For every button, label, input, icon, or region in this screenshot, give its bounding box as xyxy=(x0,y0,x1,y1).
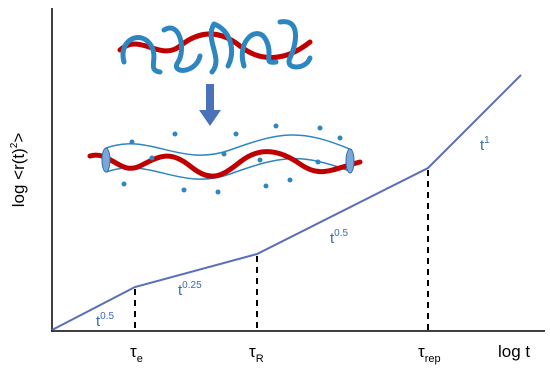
tick-sub: e xyxy=(137,353,143,365)
slope-sup: 0.5 xyxy=(334,228,348,239)
slope-base: t xyxy=(480,137,485,154)
tick-sub: rep xyxy=(425,353,441,365)
label-sup: 2 xyxy=(9,142,20,148)
blue-chain xyxy=(239,31,279,69)
blue-chain xyxy=(277,19,313,70)
crossover-markers xyxy=(134,170,429,331)
slope-base: t xyxy=(330,230,335,247)
tick-base: τ xyxy=(418,342,425,361)
obstacles xyxy=(121,123,343,195)
slope-base: t xyxy=(178,282,183,299)
blue-chain xyxy=(208,21,234,75)
slope-label: t1 xyxy=(480,135,490,154)
red-chain xyxy=(87,149,363,179)
slope-sup: 1 xyxy=(484,135,490,146)
label-text: > xyxy=(9,133,28,143)
slope-label: t0.25 xyxy=(178,280,202,299)
arrow-shaft xyxy=(206,84,214,112)
slope-label: t0.5 xyxy=(96,311,115,330)
arrow xyxy=(199,84,221,126)
label-text: log <r(t) xyxy=(9,148,28,207)
tube-wall xyxy=(105,134,353,156)
tick-label: τR xyxy=(249,342,264,365)
tick-label: τe xyxy=(130,342,143,365)
tube-model xyxy=(87,123,363,195)
y-axis-label: log <r(t)2> xyxy=(9,133,28,208)
arrow-head xyxy=(199,110,221,126)
tube-end xyxy=(345,148,355,174)
blue-chain xyxy=(161,25,203,73)
slope-sup: 0.25 xyxy=(182,280,202,291)
slope-base: t xyxy=(96,313,101,330)
tube-wall xyxy=(105,158,353,180)
blue-chain xyxy=(120,35,163,75)
msd-curve xyxy=(51,74,522,331)
tick-sub: R xyxy=(256,353,264,365)
x-axis-label: log t xyxy=(498,342,530,361)
entangled-chains xyxy=(117,19,313,75)
slope-label: t0.5 xyxy=(330,228,349,247)
tube-end xyxy=(101,147,111,173)
tick-base: τ xyxy=(130,342,137,361)
slope-sup: 0.5 xyxy=(100,311,114,322)
tick-label: τrep xyxy=(418,342,441,365)
tick-base: τ xyxy=(249,342,256,361)
